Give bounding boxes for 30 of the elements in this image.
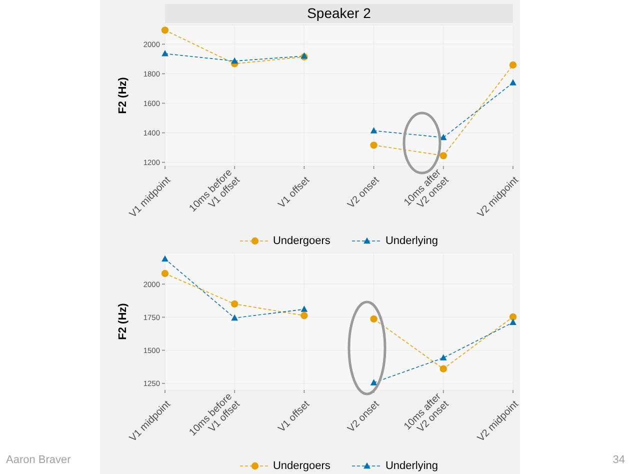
y-axis-title: F2 (Hz) bbox=[116, 302, 129, 340]
point bbox=[370, 127, 378, 134]
point bbox=[440, 365, 447, 372]
point bbox=[440, 134, 447, 140]
point bbox=[440, 152, 447, 160]
point bbox=[300, 306, 308, 312]
y-axis-title: F2 (Hz) bbox=[116, 76, 129, 114]
point bbox=[231, 300, 238, 308]
point bbox=[510, 79, 516, 86]
point bbox=[370, 315, 378, 323]
point bbox=[161, 26, 169, 34]
point bbox=[510, 318, 516, 325]
legend-label: Undergoers bbox=[272, 460, 330, 472]
point bbox=[440, 354, 447, 360]
point bbox=[231, 57, 238, 64]
point bbox=[161, 270, 169, 278]
point bbox=[162, 50, 168, 56]
point bbox=[231, 314, 238, 321]
legend-label: Underlying bbox=[385, 460, 438, 472]
legend-label: Undergoers bbox=[272, 235, 330, 247]
chart-title: Speaker 2 bbox=[165, 4, 513, 23]
point bbox=[370, 142, 378, 149]
point bbox=[162, 255, 168, 262]
legend-label: Underlying bbox=[385, 235, 438, 247]
point bbox=[370, 379, 378, 386]
text: 34 bbox=[612, 454, 625, 466]
point bbox=[509, 61, 517, 69]
text: Aaron Braver bbox=[6, 454, 71, 466]
point bbox=[300, 312, 308, 320]
point bbox=[509, 313, 517, 321]
